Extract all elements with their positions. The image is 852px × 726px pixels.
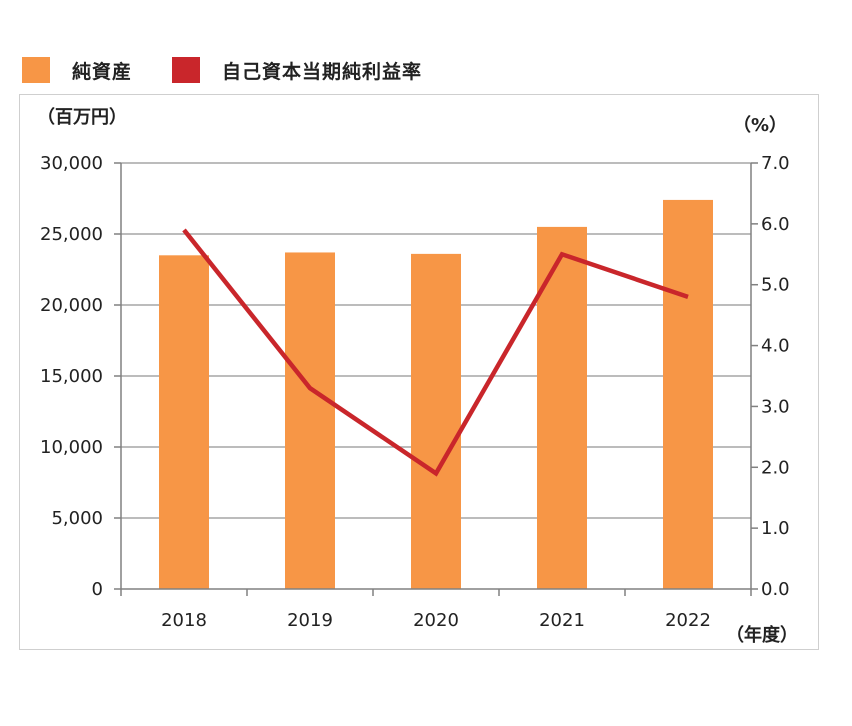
- x-tick-label: 2020: [413, 610, 459, 631]
- legend-item-roe: 自己資本当期純利益率: [172, 57, 422, 84]
- chart-legend: 純資産 自己資本当期純利益率: [22, 56, 462, 84]
- chart-frame: [19, 94, 819, 650]
- y-left-tick-label: 25,000: [40, 224, 103, 245]
- y-right-tick-label: 2.0: [761, 457, 790, 478]
- y-right-tick-label: 4.0: [761, 336, 790, 357]
- y-right-tick-label: 3.0: [761, 396, 790, 417]
- legend-label-roe: 自己資本当期純利益率: [222, 60, 423, 83]
- x-tick-label: 2018: [161, 610, 207, 631]
- legend-label-net-assets: 純資産: [72, 60, 133, 83]
- bar-net-assets: [663, 199, 713, 590]
- y-left-tick-label: 30,000: [40, 153, 103, 174]
- y-right-unit-label: （%）: [733, 115, 787, 136]
- y-right-tick-label: 6.0: [761, 214, 790, 235]
- bar-net-assets: [285, 252, 335, 589]
- legend-swatch-net-assets: [22, 57, 50, 83]
- y-right-tick-label: 0.0: [761, 579, 790, 600]
- y-left-unit-label: （百万円）: [37, 107, 127, 128]
- x-unit-label: （年度）: [726, 624, 798, 646]
- y-left-tick-label: 20,000: [40, 295, 103, 316]
- x-tick-label: 2022: [665, 610, 711, 631]
- legend-item-net-assets: 純資産: [22, 57, 132, 84]
- y-left-tick-label: 0: [92, 579, 103, 600]
- bar-net-assets: [411, 253, 461, 589]
- bar-net-assets: [159, 255, 209, 590]
- y-left-tick-label: 15,000: [40, 366, 103, 387]
- y-left-tick-label: 10,000: [40, 437, 103, 458]
- y-right-tick-label: 5.0: [761, 275, 790, 296]
- y-right-tick-label: 1.0: [761, 518, 790, 539]
- legend-swatch-roe: [172, 57, 201, 83]
- y-right-tick-label: 7.0: [761, 153, 790, 174]
- y-left-tick-label: 5,000: [51, 508, 103, 529]
- x-tick-label: 2019: [287, 610, 333, 631]
- x-tick-label: 2021: [539, 610, 585, 631]
